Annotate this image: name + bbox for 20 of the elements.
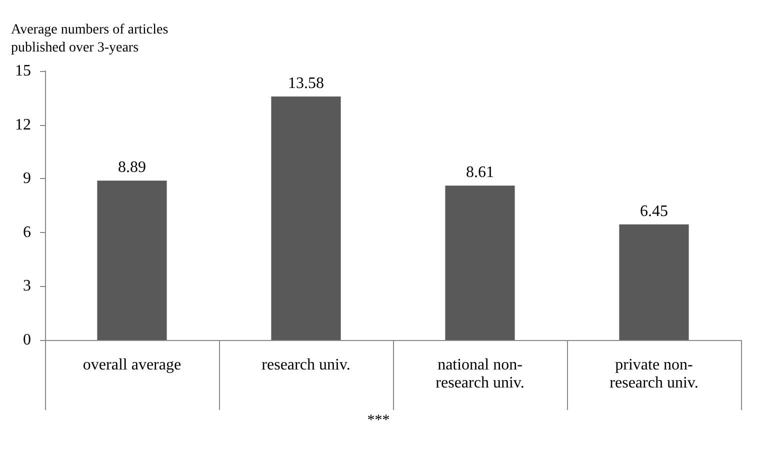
y-tick-label: 0	[23, 332, 31, 348]
y-tick-label: 6	[23, 224, 31, 241]
data-label: 8.89	[118, 159, 146, 176]
y-tick-label: 3	[23, 278, 31, 295]
x-tick-label: overall average	[82, 356, 182, 374]
y-tick-label: 12	[15, 116, 31, 134]
data-label: 13.58	[288, 74, 324, 92]
y-tick-label: 15	[15, 62, 31, 80]
y-tick-label: 9	[23, 170, 31, 188]
bar	[97, 180, 167, 340]
bar	[445, 186, 515, 340]
data-label: 8.61	[466, 164, 494, 182]
x-tick-label: private non-research univ.	[610, 356, 698, 392]
data-label: 6.45	[640, 202, 668, 220]
text: ***	[367, 412, 390, 428]
y-axis-title: Average numbers of articles published over 3-years	[11, 22, 168, 56]
x-tick-label: national non-research univ.	[436, 356, 524, 392]
bar	[271, 96, 341, 340]
bar	[619, 224, 689, 340]
x-tick-label: research univ.	[262, 356, 350, 374]
